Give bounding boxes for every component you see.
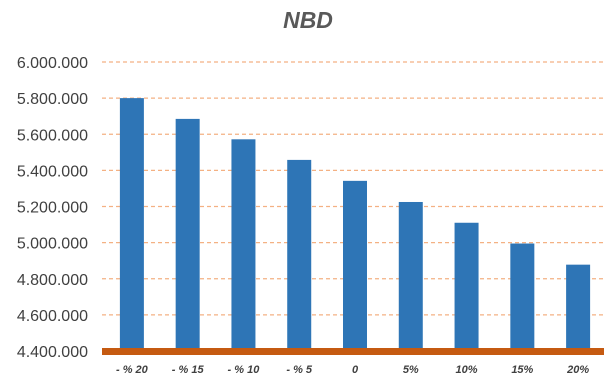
y-tick-label: 5.400.000 (17, 163, 88, 180)
x-tick-label: 5% (403, 364, 419, 376)
bars (119, 98, 591, 351)
y-tick-label: 4.600.000 (17, 308, 88, 325)
x-tick-label: 0 (352, 364, 359, 376)
x-axis-tick-labels: - % 20 - % 15 - % 10 - % 5 0 5% 10% 15% 20% (116, 364, 589, 376)
bar (287, 159, 312, 351)
y-tick-label: 5.600.000 (17, 127, 88, 144)
bar (119, 98, 144, 351)
y-axis-tick-labels: 4.400.000 4.600.000 4.800.000 5.000.000 5.20… (17, 55, 88, 361)
bar (343, 180, 367, 351)
bar (510, 243, 535, 351)
bar (566, 264, 591, 351)
bar (454, 222, 479, 351)
x-tick-label: 15% (511, 364, 533, 376)
x-tick-label: - % 10 (228, 364, 261, 376)
x-tick-label: 10% (456, 364, 478, 376)
x-tick-label: - % 20 (116, 364, 149, 376)
bar (231, 139, 256, 351)
x-tick-label: - % 5 (286, 364, 313, 376)
chart-title: NBD (283, 7, 333, 33)
y-tick-label: 5.800.000 (17, 91, 88, 108)
y-tick-label: 4.400.000 (17, 344, 88, 361)
x-axis-baseline (102, 348, 604, 355)
bar (175, 118, 200, 351)
x-tick-label: - % 15 (172, 364, 205, 376)
y-tick-label: 6.000.000 (17, 55, 88, 72)
y-tick-label: 5.000.000 (17, 236, 88, 253)
baseline (102, 348, 604, 355)
y-tick-label: 5.200.000 (17, 200, 88, 217)
y-tick-label: 4.800.000 (17, 272, 88, 289)
x-tick-label: 20% (566, 364, 589, 376)
bar (398, 201, 423, 351)
